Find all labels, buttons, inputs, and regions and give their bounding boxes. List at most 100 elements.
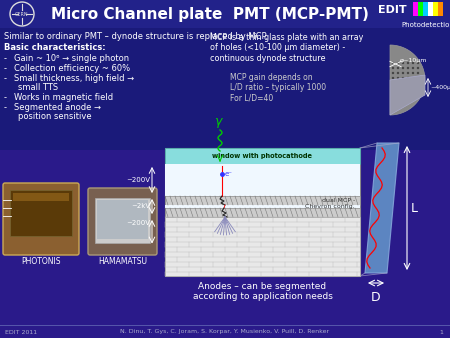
Text: ~200V: ~200V	[126, 177, 150, 183]
Circle shape	[402, 62, 404, 64]
Circle shape	[397, 82, 399, 84]
Polygon shape	[390, 75, 425, 115]
Circle shape	[402, 97, 404, 99]
Circle shape	[417, 67, 419, 69]
Bar	[165, 208, 360, 217]
Circle shape	[402, 67, 404, 69]
Text: Basic characteristics:: Basic characteristics:	[4, 43, 106, 52]
Circle shape	[407, 82, 409, 84]
Text: Photodetection: Photodetection	[401, 22, 450, 28]
Polygon shape	[365, 143, 399, 273]
Circle shape	[417, 82, 419, 84]
Text: HAMAMATSU: HAMAMATSU	[98, 257, 147, 266]
Text: D: D	[371, 291, 381, 304]
Circle shape	[392, 77, 394, 79]
Bar	[165, 196, 360, 205]
Text: ~200V: ~200V	[126, 220, 150, 226]
Text: Micro Channel plate  PMT (MCP-PMT): Micro Channel plate PMT (MCP-PMT)	[51, 6, 369, 22]
Circle shape	[412, 77, 414, 79]
Circle shape	[397, 87, 399, 89]
Circle shape	[392, 92, 394, 94]
Text: -: -	[4, 93, 7, 102]
Circle shape	[407, 97, 409, 99]
Text: e⁻: e⁻	[225, 171, 233, 177]
Circle shape	[397, 77, 399, 79]
Bar	[95, 198, 150, 243]
Text: 1: 1	[439, 330, 443, 335]
Circle shape	[402, 92, 404, 94]
FancyBboxPatch shape	[3, 183, 79, 255]
Bar	[0, 150, 450, 338]
Circle shape	[407, 67, 409, 69]
Circle shape	[402, 82, 404, 84]
Circle shape	[407, 77, 409, 79]
Bar	[165, 148, 360, 164]
Circle shape	[407, 72, 409, 74]
Circle shape	[402, 77, 404, 79]
Text: position sensitive: position sensitive	[18, 112, 92, 121]
Circle shape	[392, 72, 394, 74]
Circle shape	[417, 87, 419, 89]
Text: Works in magnetic field: Works in magnetic field	[14, 93, 113, 102]
Text: Small thickness, high field →: Small thickness, high field →	[14, 74, 134, 83]
Text: EDIT 2011: EDIT 2011	[5, 330, 37, 335]
Polygon shape	[390, 45, 425, 115]
Text: MCP gain depends on
L/D ratio – typically 1000
For L/D=40: MCP gain depends on L/D ratio – typicall…	[230, 73, 326, 103]
Bar	[165, 164, 360, 196]
Text: Segmented anode →: Segmented anode →	[14, 103, 101, 112]
Text: ~400μm: ~400μm	[430, 84, 450, 90]
Text: MCP is a thin glass plate with an array
of holes (<10-100 μm diameter) -
continu: MCP is a thin glass plate with an array …	[210, 33, 364, 63]
Text: Similar to ordinary PMT – dynode structure is replaced by MCP.: Similar to ordinary PMT – dynode structu…	[4, 32, 268, 41]
Bar	[165, 217, 360, 276]
Text: -: -	[4, 54, 7, 63]
Bar	[0, 325, 450, 326]
Text: small TTS: small TTS	[18, 83, 58, 92]
Circle shape	[397, 72, 399, 74]
Bar	[418, 2, 423, 16]
Circle shape	[417, 92, 419, 94]
Circle shape	[407, 87, 409, 89]
Text: CERN: CERN	[15, 11, 29, 17]
Bar	[97, 200, 148, 239]
FancyBboxPatch shape	[88, 188, 157, 255]
Circle shape	[412, 92, 414, 94]
Circle shape	[412, 67, 414, 69]
Bar	[433, 2, 438, 16]
Bar	[413, 2, 418, 16]
Bar	[438, 2, 443, 16]
Circle shape	[407, 92, 409, 94]
Bar	[428, 2, 433, 16]
Circle shape	[397, 67, 399, 69]
Text: EDIT: EDIT	[378, 5, 407, 15]
Text: Anodes – can be segmented
according to application needs: Anodes – can be segmented according to a…	[193, 282, 333, 301]
Circle shape	[417, 77, 419, 79]
Text: -: -	[4, 103, 7, 112]
Circle shape	[397, 62, 399, 64]
Circle shape	[407, 62, 409, 64]
Circle shape	[417, 72, 419, 74]
Bar	[165, 148, 360, 276]
Circle shape	[392, 67, 394, 69]
Text: PHOTONIS: PHOTONIS	[21, 257, 61, 266]
Text: window with photocathode: window with photocathode	[212, 153, 312, 159]
Circle shape	[417, 62, 419, 64]
Circle shape	[412, 72, 414, 74]
Circle shape	[397, 97, 399, 99]
Circle shape	[392, 87, 394, 89]
Circle shape	[412, 82, 414, 84]
Text: ~2kV: ~2kV	[131, 203, 150, 210]
Text: -: -	[4, 64, 7, 73]
Text: φ~10μm: φ~10μm	[400, 58, 428, 63]
Circle shape	[412, 87, 414, 89]
Bar	[165, 205, 360, 208]
Text: Collection efficiency ~ 60%: Collection efficiency ~ 60%	[14, 64, 130, 73]
Circle shape	[392, 62, 394, 64]
Text: Gain ~ 10⁶ → single photon: Gain ~ 10⁶ → single photon	[14, 54, 129, 63]
Circle shape	[412, 97, 414, 99]
Bar	[10, 190, 72, 236]
Circle shape	[392, 82, 394, 84]
Bar	[13, 193, 69, 201]
Text: N. Dinu, T. Gys, C. Joram, S. Korpar, Y. Musienko, V. Puill, D. Renker: N. Dinu, T. Gys, C. Joram, S. Korpar, Y.…	[121, 330, 329, 335]
Text: L: L	[411, 201, 418, 215]
Circle shape	[402, 72, 404, 74]
